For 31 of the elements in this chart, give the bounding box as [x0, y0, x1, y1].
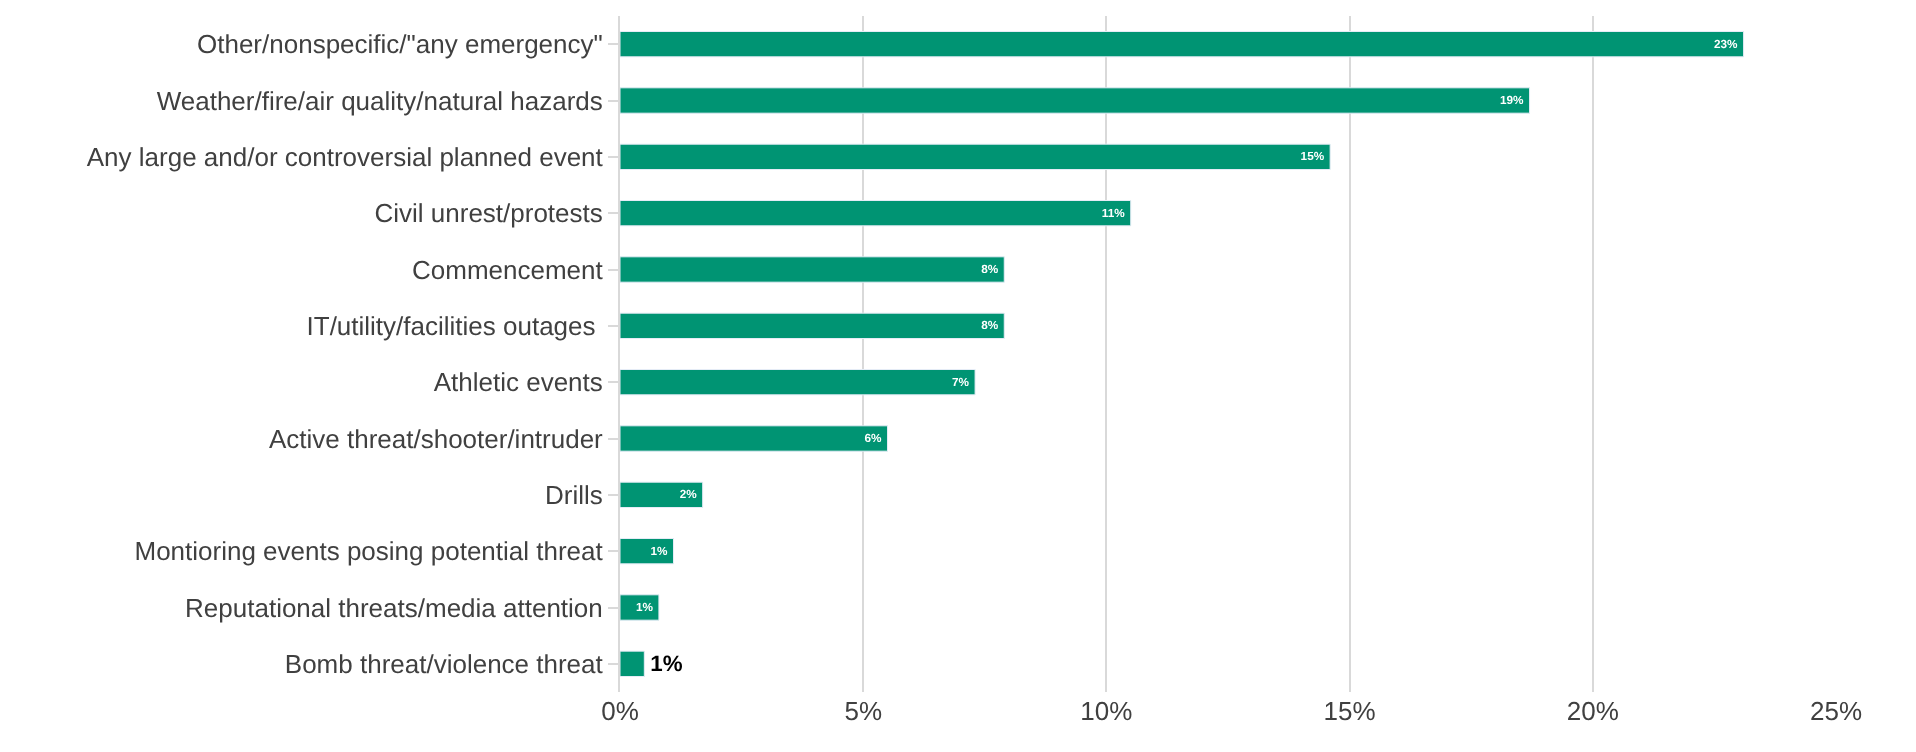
y-tick-label: Reputational threats/media attention: [185, 592, 603, 623]
bar: [620, 594, 660, 621]
bar: [620, 31, 1745, 58]
bar: [620, 87, 1531, 114]
y-tick-label: Bomb threat/violence threat: [284, 648, 604, 679]
x-tick-label: 0%: [601, 696, 640, 726]
x-tick-label: 25%: [1809, 696, 1863, 726]
data-label: 1%: [650, 652, 683, 677]
bar: [620, 143, 1331, 170]
bar: [620, 425, 889, 452]
y-tick-label: Commencement: [412, 254, 604, 285]
bar: [620, 538, 674, 565]
bar: [620, 369, 976, 396]
y-tick-label: Drills: [545, 479, 604, 510]
bar: [620, 650, 645, 677]
x-tick-label: 10%: [1080, 696, 1134, 726]
x-tick-label: 15%: [1323, 696, 1377, 726]
bar: [620, 200, 1132, 227]
bar: [620, 481, 704, 508]
bar: [620, 256, 1005, 283]
y-tick-label: Any large and/or controversial planned event: [86, 141, 604, 172]
bar: [620, 312, 1005, 339]
y-tick-label: IT/utility/facilities outages: [306, 310, 603, 341]
y-tick-label: Athletic events: [433, 367, 604, 398]
y-tick-label: Other/nonspecific/"any emergency": [197, 29, 604, 60]
x-tick-label: 20%: [1566, 696, 1620, 726]
y-tick-label: Active threat/shooter/intruder: [268, 423, 605, 454]
y-tick-label: Civil unrest/protests: [374, 198, 604, 229]
y-tick-label: Weather/fire/air quality/natural hazards: [156, 85, 604, 116]
y-tick-label: Montioring events posing potential threat: [134, 536, 604, 567]
x-tick-label: 5%: [844, 696, 883, 726]
